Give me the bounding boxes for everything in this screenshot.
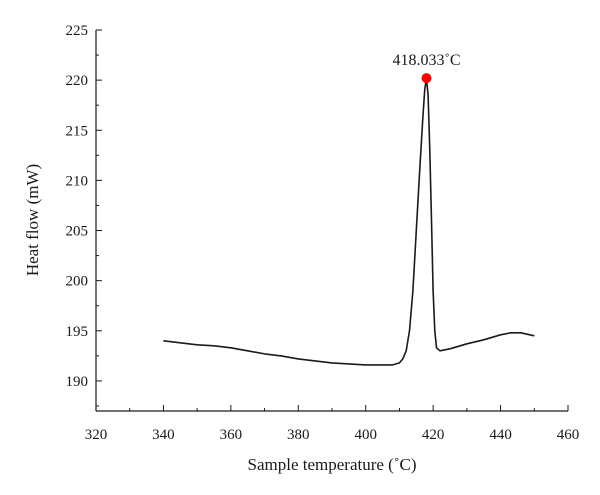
- y-tick-label: 200: [66, 274, 89, 290]
- x-tick-label: 440: [489, 427, 512, 443]
- peak-marker: [421, 73, 432, 84]
- y-ticks: 190 195 200 205 210 215 220 225: [66, 23, 102, 407]
- y-tick-label: 190: [66, 374, 89, 390]
- x-tick-label: 420: [422, 427, 445, 443]
- y-tick-label: 195: [66, 324, 89, 340]
- x-axis-title: Sample temperature (˚C): [248, 455, 417, 474]
- x-ticks: 320 340 360 380 400 420 440 460: [85, 405, 580, 443]
- x-tick-label: 380: [287, 427, 310, 443]
- x-tick-label: 320: [85, 427, 108, 443]
- y-tick-label: 205: [66, 224, 89, 240]
- x-tick-label: 340: [152, 427, 175, 443]
- y-tick-label: 215: [66, 123, 89, 139]
- y-tick-label: 210: [66, 173, 89, 189]
- x-tick-label: 460: [557, 427, 580, 443]
- peak-label: 418.033˚C: [393, 52, 461, 69]
- y-axis-title: Heat flow (mW): [23, 164, 42, 276]
- x-tick-label: 400: [354, 427, 377, 443]
- plot-area: 418.033˚C: [163, 52, 535, 366]
- x-tick-label: 360: [220, 427, 243, 443]
- heat-flow-line: [163, 77, 535, 366]
- y-tick-label: 220: [66, 73, 89, 89]
- y-tick-label: 225: [66, 23, 89, 39]
